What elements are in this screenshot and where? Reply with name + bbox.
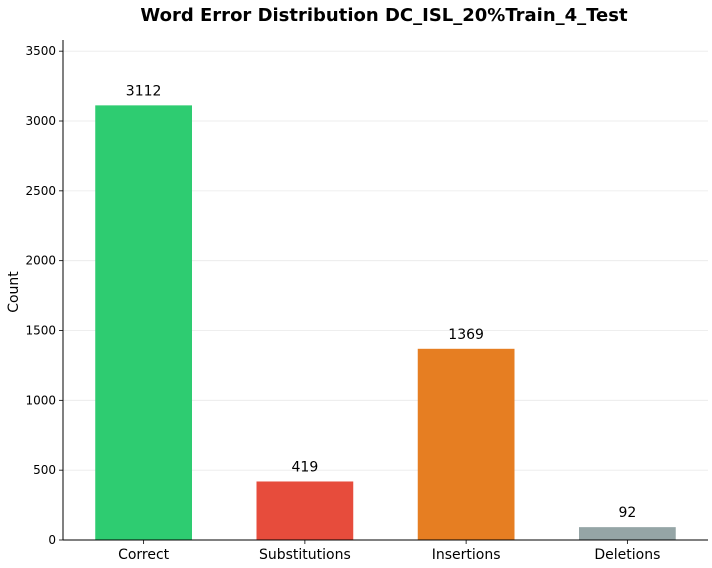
y-tick-label: 3000 (25, 114, 56, 128)
data-label: 3112 (126, 83, 162, 99)
data-label: 419 (292, 459, 319, 475)
bar-correct (95, 105, 192, 540)
x-tick-label: Correct (118, 547, 170, 563)
x-tick-label: Insertions (432, 547, 501, 563)
bar-insertions (417, 348, 515, 540)
y-tick-label: 1500 (25, 324, 56, 338)
y-tick-label: 0 (48, 533, 56, 547)
bar-substitutions (256, 481, 354, 540)
axes: 0 500 1000 1500 2000 2500 3000 3500 Correct Subst… (25, 40, 708, 563)
y-tick-label: 1000 (25, 393, 56, 407)
y-tick-label: 2000 (25, 254, 56, 268)
data-label: 92 (618, 505, 636, 521)
y-axis-label: Count (6, 271, 22, 313)
x-tick-label: Substitutions (259, 547, 351, 563)
chart-title: Word Error Distribution DC_ISL_20%Train_… (140, 5, 628, 26)
y-tick-label: 2500 (25, 184, 56, 198)
x-tick-label: Deletions (594, 547, 660, 563)
data-labels: 3112 419 1369 92 (126, 83, 636, 521)
bar-deletions (579, 527, 676, 540)
y-tick-label: 3500 (25, 44, 56, 58)
data-label: 1369 (448, 327, 484, 343)
y-tick-label: 500 (33, 463, 56, 477)
bars (95, 105, 676, 540)
